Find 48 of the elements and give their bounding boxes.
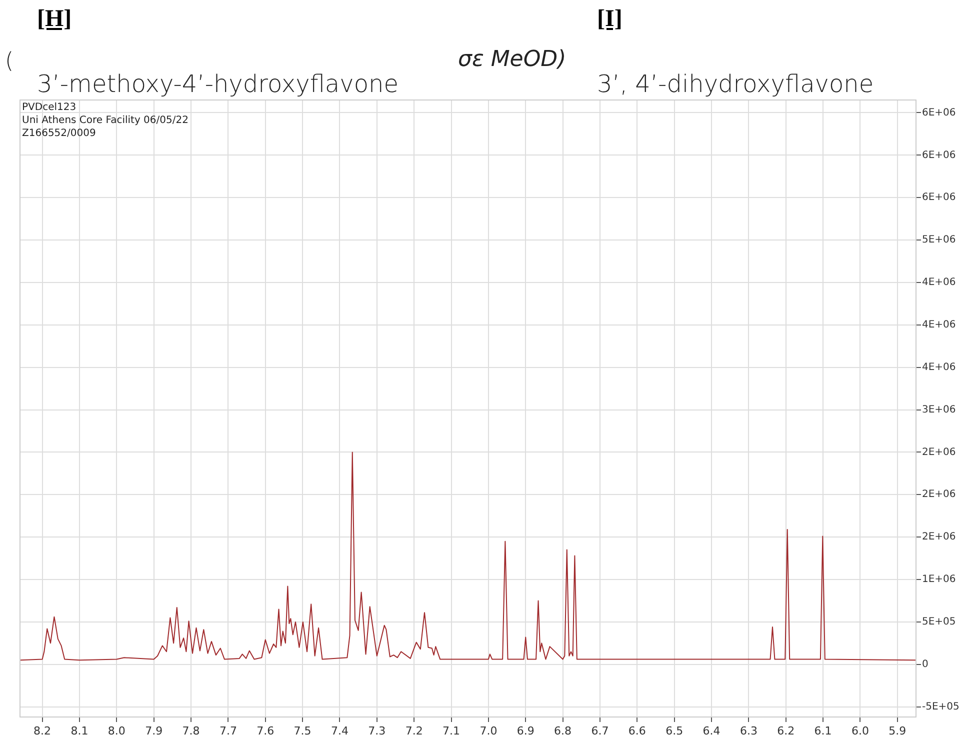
y-tick-label: -5E+05 (922, 701, 960, 712)
y-tick-label: 2E+06 (922, 532, 956, 543)
x-tick-label: 6.1 (814, 724, 832, 738)
y-tick-label: 2E+06 (922, 446, 956, 458)
annotation: Z166552/0009 (22, 128, 96, 139)
x-tick-label: 6.5 (666, 724, 684, 738)
x-tick-label: 6.0 (851, 724, 869, 738)
x-tick-label: 8.1 (70, 724, 88, 738)
x-tick-label: 6.8 (554, 724, 572, 738)
x-tick-label: 7.3 (368, 724, 386, 738)
x-tick-label: 8.0 (108, 724, 126, 738)
y-tick-label: 5E+05 (922, 616, 956, 628)
text: ( (5, 49, 14, 74)
chart-title: [H] (37, 6, 72, 33)
y-tick-label: 6E+06 (922, 150, 956, 161)
annotation: PVDcel123 (22, 102, 76, 113)
x-tick-label: 7.6 (256, 724, 274, 738)
x-tick-label: 6.6 (628, 724, 646, 738)
y-tick-label: 4E+06 (922, 319, 956, 330)
x-tick-label: 6.7 (591, 724, 609, 738)
y-tick-label: 4E+06 (922, 277, 956, 288)
x-tick-label: 6.4 (702, 724, 720, 738)
chart-subtitle: [I] (597, 6, 622, 33)
x-tick-label: 6.9 (516, 724, 534, 738)
y-tick-label: 5E+06 (922, 234, 956, 246)
x-tick-label: 7.8 (182, 724, 200, 738)
x-tick-label: 7.9 (145, 724, 163, 738)
text: σε MeOD) (458, 47, 566, 72)
x-tick-label: 8.2 (34, 724, 52, 738)
y-tick-label: 3E+06 (922, 404, 956, 416)
text: 3’-methoxy-4’-hydroxyflavone (37, 70, 398, 98)
x-tick-label: 6.3 (740, 724, 758, 738)
y-tick-label: 1E+06 (922, 574, 956, 586)
y-tick-label: 6E+06 (922, 192, 956, 204)
text: 3’, 4’-dihydroxyflavone (597, 70, 874, 98)
y-tick-label: 2E+06 (922, 489, 956, 500)
x-tick-label: 7.0 (480, 724, 498, 738)
y-tick-label: 6E+06 (922, 107, 956, 118)
x-tick-label: 7.2 (405, 724, 423, 738)
x-tick-label: 7.1 (442, 724, 460, 738)
x-tick-label: 7.4 (330, 724, 348, 738)
y-tick-label: 4E+06 (922, 362, 956, 373)
y-tick-label: 0 (922, 658, 928, 670)
x-tick-label: 5.9 (888, 724, 906, 738)
annotation: Uni Athens Core Facility 06/05/22 (22, 115, 188, 126)
x-tick-label: 7.7 (219, 724, 237, 738)
x-tick-label: 6.2 (777, 724, 795, 738)
x-tick-label: 7.5 (294, 724, 312, 738)
